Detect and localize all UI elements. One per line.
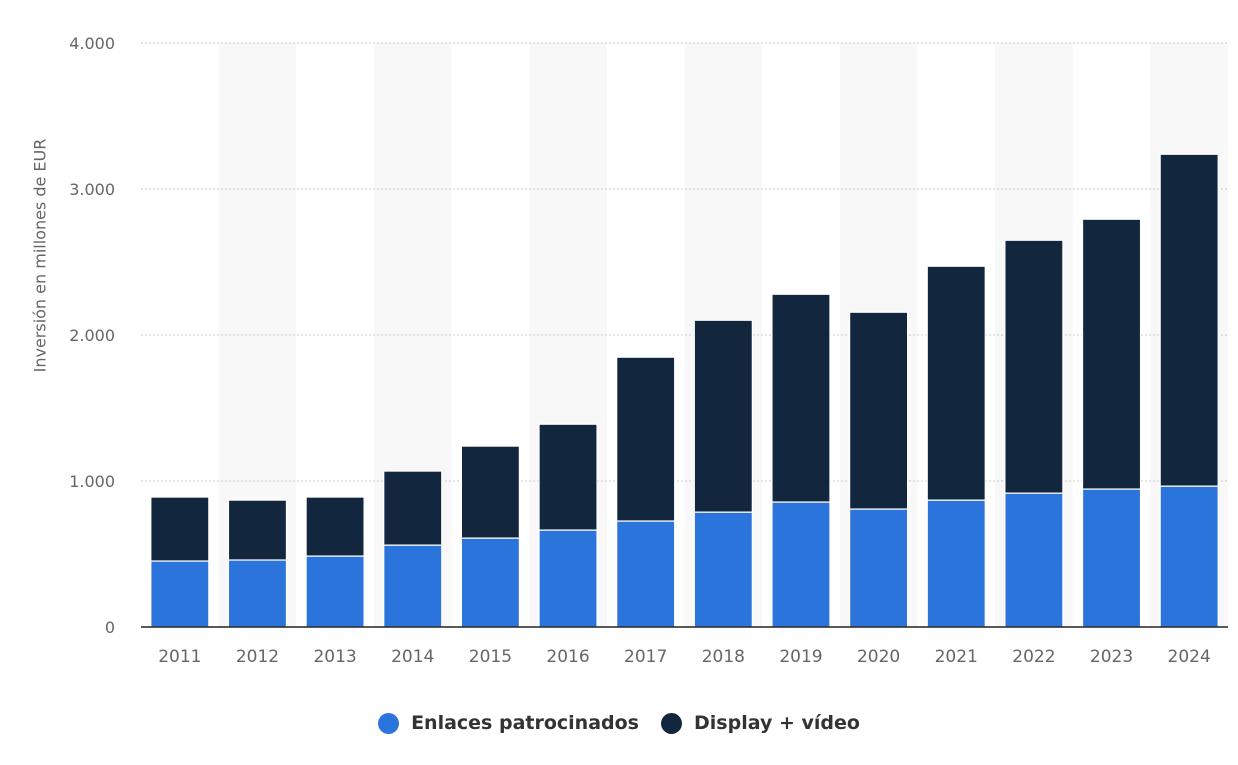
bar-segment-enlaces-2012[interactable]	[227, 559, 288, 628]
bar-segment-enlaces-2016[interactable]	[538, 529, 598, 628]
bar-segment-enlaces-2014[interactable]	[383, 544, 443, 628]
x-tick-label: 2021	[935, 647, 978, 667]
bar-segment-display-2024[interactable]	[1159, 153, 1219, 487]
y-tick-label: 3.000	[69, 180, 115, 199]
bar-segment-enlaces-2021[interactable]	[926, 499, 986, 628]
legend-label: Enlaces patrocinados	[411, 712, 639, 734]
bar-segment-enlaces-2022[interactable]	[1004, 492, 1064, 628]
bar-segment-display-2021[interactable]	[926, 265, 986, 501]
bar-segment-enlaces-2020[interactable]	[849, 508, 909, 628]
bar-segment-display-2016[interactable]	[538, 423, 598, 531]
y-axis-label: Inversión en millones de EUR	[30, 138, 50, 373]
bar-segment-enlaces-2023[interactable]	[1081, 488, 1142, 628]
legend-dot-icon	[378, 712, 400, 734]
y-tick-label: 1.000	[69, 472, 115, 491]
bar-segment-display-2012[interactable]	[227, 499, 288, 561]
bar-segment-enlaces-2018[interactable]	[693, 511, 753, 628]
x-tick-label: 2011	[158, 647, 201, 667]
legend-label: Display + vídeo	[694, 712, 860, 734]
bar-segment-display-2018[interactable]	[693, 319, 753, 513]
x-tick-label: 2016	[546, 647, 589, 667]
y-axis-title: Inversión en millones de EUR	[0, 0, 80, 761]
legend-dot-icon	[661, 712, 682, 734]
bar-segment-enlaces-2019[interactable]	[771, 501, 831, 628]
x-tick-label: 2015	[469, 647, 512, 667]
x-tick-label: 2023	[1090, 647, 1133, 667]
bar-segment-enlaces-2017[interactable]	[616, 520, 676, 628]
bar-segment-display-2014[interactable]	[383, 470, 443, 546]
x-tick-label: 2018	[702, 647, 745, 667]
x-tick-label: 2019	[779, 647, 822, 667]
bar-segment-display-2022[interactable]	[1004, 239, 1064, 494]
x-tick-label: 2017	[624, 647, 667, 667]
bar-segment-display-2011[interactable]	[150, 496, 210, 562]
x-tick-label: 2014	[391, 647, 434, 667]
x-tick-label: 2020	[857, 647, 900, 667]
bar-segment-display-2023[interactable]	[1081, 218, 1142, 490]
y-tick-label: 0	[105, 618, 115, 637]
legend: Enlaces patrocinados Display + vídeo	[0, 712, 1238, 734]
bar-segment-enlaces-2011[interactable]	[150, 560, 210, 628]
x-tick-label: 2012	[236, 647, 279, 667]
bar-segment-enlaces-2015[interactable]	[460, 537, 520, 628]
x-tick-label: 2013	[313, 647, 356, 667]
bar-segment-display-2015[interactable]	[460, 445, 520, 539]
bar-segment-display-2013[interactable]	[305, 496, 365, 557]
bar-segment-enlaces-2024[interactable]	[1159, 485, 1219, 628]
bar-segment-enlaces-2013[interactable]	[305, 555, 365, 628]
y-tick-label: 2.000	[69, 326, 115, 345]
legend-item-display-video[interactable]: Display + vídeo	[661, 712, 860, 734]
x-tick-label: 2024	[1168, 647, 1211, 667]
x-tick-label: 2022	[1012, 647, 1055, 667]
legend-item-enlaces-patrocinados[interactable]: Enlaces patrocinados	[378, 712, 639, 734]
y-tick-label: 4.000	[69, 34, 115, 53]
bar-segment-display-2020[interactable]	[849, 311, 909, 510]
bar-segment-display-2017[interactable]	[616, 356, 676, 522]
bar-segment-display-2019[interactable]	[771, 293, 831, 503]
